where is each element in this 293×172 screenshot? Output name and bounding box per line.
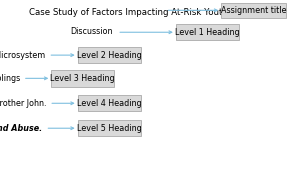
Text: Level 1 Heading: Level 1 Heading <box>175 28 240 37</box>
FancyBboxPatch shape <box>78 120 141 136</box>
Text: Siblings: Siblings <box>0 74 21 83</box>
Text: Discussion: Discussion <box>70 27 113 36</box>
Text: Assignment title: Assignment title <box>221 6 286 15</box>
FancyBboxPatch shape <box>78 47 141 63</box>
FancyBboxPatch shape <box>221 3 286 18</box>
FancyBboxPatch shape <box>51 70 114 87</box>
Text: Level 5 Heading: Level 5 Heading <box>77 124 142 133</box>
Text: Level 2 Heading: Level 2 Heading <box>77 51 142 60</box>
Text: Level 4 Heading: Level 4 Heading <box>77 99 142 108</box>
FancyBboxPatch shape <box>176 24 239 40</box>
Text: Level 3 Heading: Level 3 Heading <box>50 74 115 83</box>
Text: Bullying and Abuse.: Bullying and Abuse. <box>0 124 42 133</box>
Text: Brother John.: Brother John. <box>0 99 47 108</box>
Text: The Microsystem: The Microsystem <box>0 51 45 60</box>
FancyBboxPatch shape <box>78 95 141 111</box>
Text: Case Study of Factors Impacting At-Risk Youth: Case Study of Factors Impacting At-Risk … <box>30 8 228 17</box>
